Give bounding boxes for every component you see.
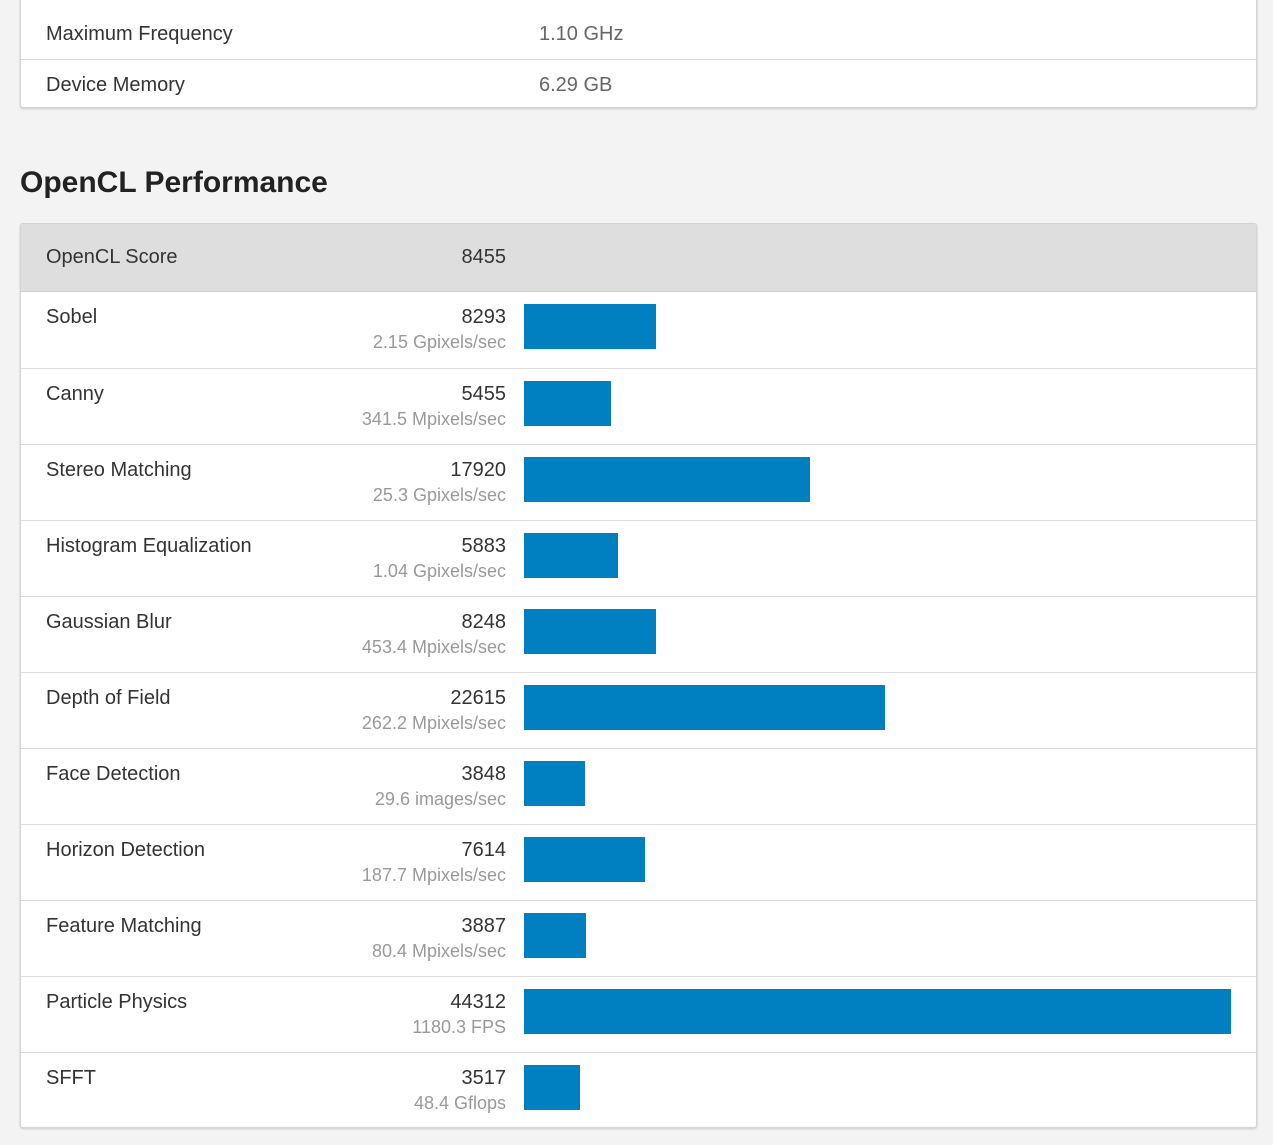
benchmark-score: 5883 (461, 535, 507, 557)
benchmark-throughput: 453.4 Mpixels/sec (361, 637, 506, 657)
score-bar-track (524, 685, 1231, 730)
score-label: OpenCL Score (46, 246, 178, 268)
score-bar (524, 533, 618, 578)
info-row-device-memory: Device Memory 6.29 GB (21, 59, 1256, 107)
score-bar (524, 989, 1231, 1034)
benchmark-name: Face Detection (46, 763, 181, 785)
benchmark-throughput: 1180.3 FPS (412, 1017, 506, 1037)
info-value: 6.29 GB (539, 74, 613, 96)
opencl-score-row: OpenCL Score 8455 (21, 224, 1256, 292)
benchmark-score: 3848 (461, 763, 507, 785)
benchmark-throughput: 1.04 Gpixels/sec (372, 561, 506, 581)
score-bar-track (524, 457, 1231, 502)
benchmark-row: Sobel 8293 2.15 Gpixels/sec (21, 292, 1256, 368)
benchmark-name: Gaussian Blur (46, 611, 172, 633)
benchmark-score: 8248 (461, 611, 507, 633)
benchmark-throughput: 187.7 Mpixels/sec (361, 865, 506, 885)
benchmark-name: Particle Physics (46, 991, 188, 1013)
benchmark-throughput: 25.3 Gpixels/sec (372, 485, 506, 505)
benchmark-row: Stereo Matching 17920 25.3 Gpixels/sec (21, 444, 1256, 520)
benchmark-list: Sobel 8293 2.15 Gpixels/sec Canny 5455 341.5 … (21, 292, 1256, 1127)
score-bar (524, 685, 885, 730)
benchmark-row: Horizon Detection 7614 187.7 Mpixels/sec (21, 824, 1256, 900)
score-bar (524, 381, 611, 426)
benchmark-row: Face Detection 3848 29.6 images/sec (21, 748, 1256, 824)
score-bar-track (524, 304, 1231, 349)
score-bar-track (524, 609, 1231, 654)
benchmark-score: 22615 (450, 687, 506, 709)
device-info-card: Maximum Frequency 1.10 GHz Device Memory… (20, 0, 1257, 108)
score-bar (524, 457, 810, 502)
score-bar (524, 761, 585, 806)
benchmark-name: Sobel (46, 306, 98, 328)
benchmark-throughput: 2.15 Gpixels/sec (372, 332, 506, 352)
info-name: Maximum Frequency (46, 23, 233, 45)
benchmark-score: 8293 (461, 306, 507, 328)
section-heading: OpenCL Performance (20, 166, 328, 199)
score-bar-track (524, 913, 1231, 958)
benchmark-throughput: 262.2 Mpixels/sec (361, 713, 506, 733)
benchmark-name: Histogram Equalization (46, 535, 252, 557)
benchmark-throughput: 341.5 Mpixels/sec (361, 409, 506, 429)
score-bar-track (524, 381, 1231, 426)
benchmark-throughput: 29.6 images/sec (374, 789, 506, 809)
score-bar (524, 304, 656, 349)
benchmark-score: 44312 (450, 991, 506, 1013)
benchmark-name: Stereo Matching (46, 459, 192, 481)
score-bar-track (524, 533, 1231, 578)
benchmark-score: 7614 (461, 839, 507, 861)
benchmark-row: Canny 5455 341.5 Mpixels/sec (21, 368, 1256, 444)
benchmark-row: Feature Matching 3887 80.4 Mpixels/sec (21, 900, 1256, 976)
benchmark-name: Depth of Field (46, 687, 171, 709)
score-bar-track (524, 761, 1231, 806)
benchmark-score: 3887 (461, 915, 507, 937)
benchmark-row: Gaussian Blur 8248 453.4 Mpixels/sec (21, 596, 1256, 672)
info-row-max-frequency: Maximum Frequency 1.10 GHz (21, 9, 1256, 59)
score-bar-track (524, 1065, 1231, 1110)
benchmark-row: Depth of Field 22615 262.2 Mpixels/sec (21, 672, 1256, 748)
opencl-performance-card: OpenCL Score 8455 Sobel 8293 2.15 Gpixels/… (20, 223, 1257, 1128)
info-name: Device Memory (46, 74, 185, 96)
score-bar (524, 1065, 580, 1110)
benchmark-throughput: 48.4 Gflops (413, 1093, 506, 1113)
benchmark-score: 17920 (450, 459, 506, 481)
score-bar-track (524, 837, 1231, 882)
benchmark-score: 5455 (461, 383, 507, 405)
score-bar-track (524, 989, 1231, 1034)
benchmark-name: SFFT (46, 1067, 96, 1089)
benchmark-score: 3517 (461, 1067, 507, 1089)
benchmark-name: Canny (46, 383, 104, 405)
benchmark-name: Feature Matching (46, 915, 202, 937)
score-bar (524, 913, 586, 958)
benchmark-row: Particle Physics 44312 1180.3 FPS (21, 976, 1256, 1052)
info-value: 1.10 GHz (539, 23, 624, 45)
benchmark-row: Histogram Equalization 5883 1.04 Gpixels/s… (21, 520, 1256, 596)
score-bar (524, 609, 656, 654)
benchmark-name: Horizon Detection (46, 839, 205, 861)
score-value: 8455 (461, 246, 507, 268)
benchmark-row: SFFT 3517 48.4 Gflops (21, 1052, 1256, 1127)
score-bar (524, 837, 645, 882)
benchmark-throughput: 80.4 Mpixels/sec (371, 941, 506, 961)
